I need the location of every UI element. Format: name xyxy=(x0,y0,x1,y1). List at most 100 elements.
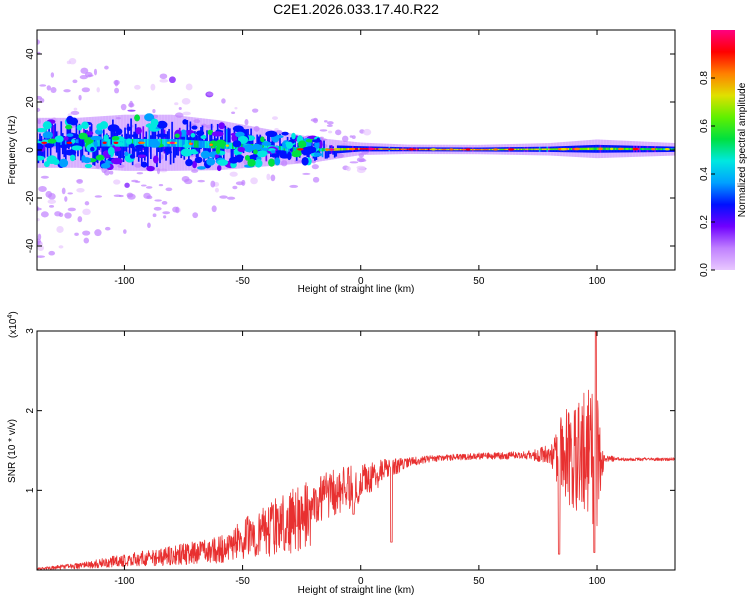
heat-noise xyxy=(251,108,259,113)
heat-blob xyxy=(215,139,227,148)
spectrogram-ylabel: Frequency (Hz) xyxy=(7,116,18,185)
heat-noise xyxy=(182,111,191,116)
heat-noise xyxy=(127,193,136,200)
heat-core xyxy=(587,147,590,151)
heat-blob xyxy=(103,134,109,142)
heat-peak xyxy=(632,147,639,151)
heat-blob xyxy=(188,150,197,154)
heat-noise xyxy=(219,195,228,199)
heat-band xyxy=(101,138,104,162)
heat-noise xyxy=(56,225,64,233)
heat-noise xyxy=(302,172,311,175)
heat-core xyxy=(648,148,651,151)
heat-noise xyxy=(93,68,98,76)
heat-blob xyxy=(37,143,44,151)
heat-blob xyxy=(141,161,148,168)
spectrogram-panel: -100 -50 0 50 100 -40 -20 0 20 40 Height of strai… xyxy=(7,29,676,295)
heat-core xyxy=(585,147,588,151)
heat-core xyxy=(500,148,503,151)
heat-blob xyxy=(206,157,216,166)
heat-blob xyxy=(115,128,123,136)
heat-blob xyxy=(150,118,159,127)
heat-core xyxy=(543,148,546,151)
heat-core xyxy=(640,148,643,151)
heat-peak xyxy=(651,147,656,151)
heat-core xyxy=(423,148,426,151)
heat-noise xyxy=(123,229,127,234)
heat-core xyxy=(239,143,242,150)
heat-noise xyxy=(163,215,167,219)
heat-core xyxy=(229,142,231,150)
heat-band xyxy=(49,138,52,160)
heat-blob xyxy=(274,157,281,166)
heat-core xyxy=(159,138,161,147)
heat-noise xyxy=(154,199,162,202)
heat-noise xyxy=(64,212,72,219)
heat-core xyxy=(507,148,509,151)
heat-blob xyxy=(214,154,219,159)
heat-core xyxy=(478,148,480,151)
heat-peak xyxy=(188,142,192,145)
heat-core xyxy=(394,148,397,150)
heat-core xyxy=(380,148,383,150)
heat-core xyxy=(526,148,529,151)
spectrogram-xlabel: Height of straight line (km) xyxy=(298,284,415,295)
snr-ytick-label: 1 xyxy=(25,487,36,493)
heat-noise xyxy=(143,192,151,199)
heat-noise xyxy=(326,121,334,125)
heat-core xyxy=(503,148,506,151)
heat-core xyxy=(488,148,491,151)
heat-peak xyxy=(297,148,304,151)
heat-noise xyxy=(40,211,49,218)
heat-noise xyxy=(250,177,258,185)
heat-blob xyxy=(218,122,225,130)
heat-blob xyxy=(148,140,161,148)
heat-peak xyxy=(664,148,670,151)
heat-core xyxy=(534,148,537,151)
heat-band xyxy=(137,138,140,162)
heat-band xyxy=(142,126,145,151)
spectrogram-xtick-label: 100 xyxy=(589,276,606,287)
heat-blob xyxy=(174,133,180,138)
colorbar-gradient xyxy=(711,30,735,270)
heat-blob xyxy=(268,158,276,167)
heat-blob xyxy=(192,160,197,169)
heat-core xyxy=(654,148,657,151)
heat-core xyxy=(98,139,101,147)
heat-band xyxy=(279,133,281,149)
heat-band xyxy=(222,139,225,161)
heat-core xyxy=(336,148,339,151)
heat-band xyxy=(154,123,157,148)
heat-noise xyxy=(232,185,238,190)
heat-core xyxy=(421,148,424,151)
heat-core xyxy=(649,148,652,151)
heat-core xyxy=(279,145,281,151)
heat-noise xyxy=(127,109,136,112)
heat-core xyxy=(528,148,531,151)
heat-noise xyxy=(61,187,66,195)
heat-core xyxy=(459,148,462,151)
heat-blob xyxy=(85,131,94,136)
heat-core xyxy=(224,142,227,149)
heat-noise xyxy=(82,230,91,236)
heat-blob xyxy=(71,138,76,144)
heat-blob xyxy=(232,125,244,133)
heat-peak xyxy=(493,148,498,151)
heat-core xyxy=(481,148,483,151)
heat-core xyxy=(625,147,628,151)
heat-blob xyxy=(215,146,221,155)
heat-blob xyxy=(298,140,307,149)
heat-blob xyxy=(71,145,83,151)
snr-xtick-label: -100 xyxy=(114,576,134,587)
heat-band xyxy=(66,121,69,143)
heat-core xyxy=(525,148,528,151)
heat-band xyxy=(119,141,122,166)
heat-blob xyxy=(231,134,238,142)
colorbar-label: Normalized spectral amplitude xyxy=(737,82,748,217)
heat-core xyxy=(403,148,406,151)
heat-noise xyxy=(328,130,333,134)
heat-noise xyxy=(229,171,238,177)
heat-core xyxy=(289,146,292,151)
heat-core xyxy=(355,147,357,150)
heat-core xyxy=(342,148,345,151)
